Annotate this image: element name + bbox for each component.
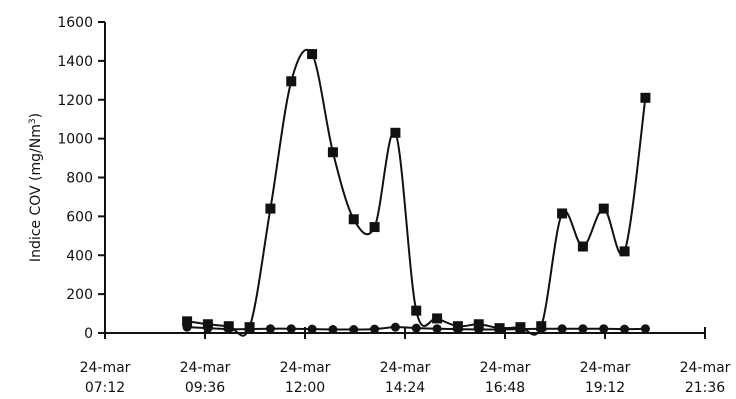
- data-point-circle: [411, 323, 421, 333]
- y-axis: 0 200 400 600 800 1000 1200 1400 1600: [57, 15, 106, 342]
- data-point-circle: [328, 325, 338, 335]
- data-point-circle: [453, 324, 463, 334]
- data-point-circle: [370, 324, 380, 334]
- data-point-square: [598, 203, 609, 214]
- data-point-circle: [557, 324, 567, 334]
- data-point-circle: [474, 325, 484, 335]
- series-circle: [182, 322, 650, 335]
- data-point-square: [411, 305, 422, 316]
- data-point-circle: [265, 324, 275, 334]
- y-tick-label: 200: [66, 287, 93, 303]
- y-tick-label: 1000: [57, 132, 93, 148]
- data-point-square: [265, 203, 276, 214]
- x-tick-label-time: 07:12: [85, 380, 125, 396]
- data-point-circle: [515, 324, 525, 334]
- data-point-circle: [224, 324, 234, 334]
- data-point-circle: [432, 324, 442, 334]
- data-point-circle: [640, 324, 650, 334]
- data-point-circle: [390, 322, 400, 332]
- x-tick-label-time: 21:36: [685, 380, 725, 396]
- x-tick-label-date: 24-mar: [680, 360, 731, 376]
- data-point-square: [432, 313, 443, 324]
- x-tick-label-date: 24-mar: [180, 360, 231, 376]
- y-ticks: 0 200 400 600 800 1000 1200 1400 1600: [57, 15, 105, 342]
- data-point-square: [473, 319, 484, 330]
- y-axis-title: Indice COV (mg/Nm3): [28, 113, 44, 262]
- data-point-circle: [578, 324, 588, 334]
- x-ticks: 24-mar 07:12 24-mar 09:36 24-mar 12:00 24-mar 1…: [80, 327, 731, 396]
- data-point-square: [557, 208, 568, 219]
- x-tick-label-time: 14:24: [385, 380, 425, 396]
- y-tick-label: 800: [66, 171, 93, 187]
- data-point-square: [307, 49, 318, 60]
- y-axis-title-superscript: 3: [28, 118, 38, 124]
- data-point-circle: [495, 325, 505, 335]
- y-tick-label: 400: [66, 248, 93, 264]
- data-point-square: [182, 316, 193, 327]
- data-point-square: [369, 222, 380, 233]
- data-point-square: [348, 214, 359, 225]
- y-tick-label: 600: [66, 209, 93, 225]
- data-point-circle: [620, 324, 630, 334]
- x-tick-label-date: 24-mar: [580, 360, 631, 376]
- x-tick-label-date: 24-mar: [380, 360, 431, 376]
- y-axis-title-main: Indice COV (mg/Nm: [28, 124, 44, 262]
- data-point-circle: [536, 324, 546, 334]
- data-point-square: [619, 246, 630, 257]
- data-point-circle: [349, 325, 359, 335]
- data-point-square: [286, 76, 297, 87]
- data-point-circle: [182, 322, 192, 332]
- y-tick-label: 1200: [57, 93, 93, 109]
- y-tick-label: 1600: [57, 15, 93, 31]
- data-point-circle: [307, 324, 317, 334]
- x-tick-label-date: 24-mar: [80, 360, 131, 376]
- y-tick-label: 0: [84, 326, 93, 342]
- data-point-square: [390, 127, 401, 138]
- data-point-circle: [203, 323, 213, 333]
- y-axis-title-close: ): [28, 113, 44, 118]
- x-axis: 24-mar 07:12 24-mar 09:36 24-mar 12:00 24-mar 1…: [80, 327, 731, 396]
- series-layer: [182, 48, 651, 337]
- x-tick-label-time: 09:36: [185, 380, 225, 396]
- data-point-circle: [286, 324, 296, 334]
- data-point-square: [640, 92, 651, 103]
- data-point-circle: [599, 324, 609, 334]
- data-point-square: [327, 147, 338, 158]
- series-line-square: [186, 48, 647, 337]
- x-tick-label-date: 24-mar: [280, 360, 331, 376]
- data-point-square: [577, 241, 588, 252]
- y-tick-label: 1400: [57, 54, 93, 70]
- series-square: [182, 48, 651, 337]
- data-point-circle: [245, 324, 255, 334]
- x-tick-label-date: 24-mar: [480, 360, 531, 376]
- x-tick-label-time: 12:00: [285, 380, 325, 396]
- x-tick-label-time: 16:48: [485, 380, 525, 396]
- x-tick-label-time: 19:12: [585, 380, 625, 396]
